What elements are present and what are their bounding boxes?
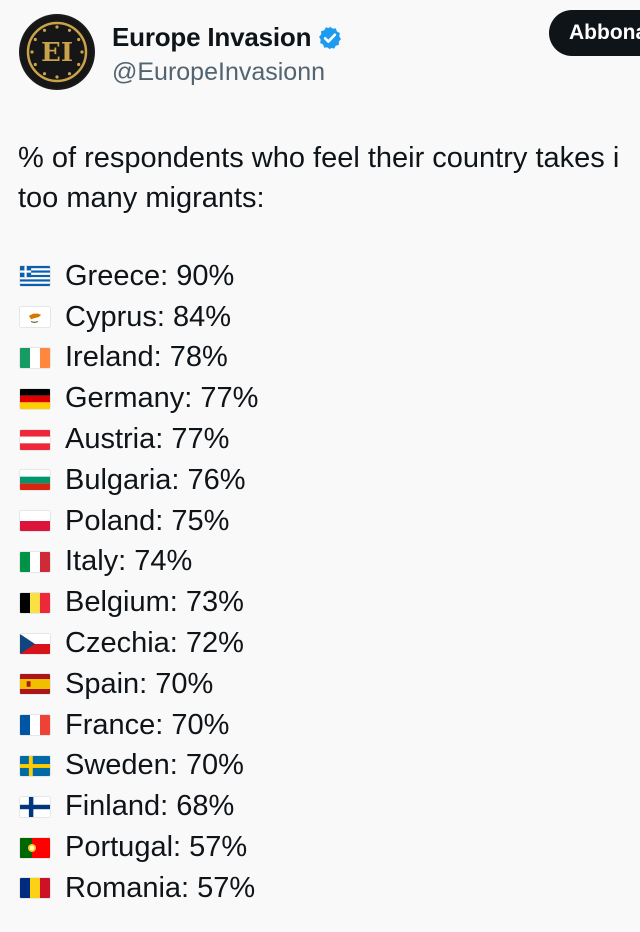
list-item: Spain: 70%: [20, 664, 258, 705]
post-header: EI Europe Invasion @EuropeInvasionn: [16, 12, 640, 96]
author-name-row: Europe Invasion: [112, 22, 343, 53]
list-item: Germany: 77%: [20, 378, 258, 419]
avatar[interactable]: EI: [19, 14, 95, 90]
list-item: Greece: 90%: [20, 256, 258, 297]
sweden-flag-icon: [20, 755, 50, 776]
belgium-flag-icon: [20, 592, 50, 613]
post-text: % of respondents who feel their country …: [18, 138, 640, 218]
spain-flag-icon: [20, 674, 50, 695]
list-item-label: Spain: 70%: [65, 667, 214, 700]
list-item-label: Greece: 90%: [65, 259, 235, 292]
list-item: Czechia: 72%: [20, 623, 258, 664]
list-item-label: Italy: 74%: [65, 545, 193, 578]
list-item: Romania: 57%: [20, 868, 258, 909]
cyprus-flag-icon: [20, 307, 50, 328]
list-item: Cyprus: 84%: [20, 297, 258, 338]
post-text-line-1: % of respondents who feel their country …: [18, 142, 620, 174]
romania-flag-icon: [20, 878, 50, 899]
list-item: Poland: 75%: [20, 501, 258, 542]
czechia-flag-icon: [20, 633, 50, 654]
author-handle[interactable]: @EuropeInvasionn: [112, 58, 326, 86]
list-item-label: Finland: 68%: [65, 790, 235, 823]
list-item-label: Poland: 75%: [65, 504, 230, 537]
list-item: Ireland: 78%: [20, 338, 258, 379]
list-item-label: Romania: 57%: [65, 871, 256, 904]
author-display-name[interactable]: Europe Invasion: [112, 22, 312, 52]
list-item-label: Germany: 77%: [65, 382, 259, 415]
germany-flag-icon: [20, 388, 50, 409]
list-item-label: Portugal: 57%: [65, 831, 248, 864]
list-item-label: Cyprus: 84%: [65, 300, 232, 333]
list-item-label: Sweden: 70%: [65, 749, 244, 782]
verified-badge-icon: [319, 26, 342, 49]
finland-flag-icon: [20, 796, 50, 817]
list-item: Belgium: 73%: [20, 582, 258, 623]
list-item: Portugal: 57%: [20, 827, 258, 868]
country-list: Greece: 90% Cyprus: 84% Ireland: 78% Ger…: [20, 256, 258, 909]
list-item-label: Belgium: 73%: [65, 586, 244, 619]
svg-text:EI: EI: [41, 38, 73, 68]
france-flag-icon: [20, 715, 50, 736]
list-item: Finland: 68%: [20, 786, 258, 827]
list-item: Italy: 74%: [20, 542, 258, 583]
list-item: France: 70%: [20, 705, 258, 746]
avatar-logo-icon: EI: [21, 16, 93, 88]
austria-flag-icon: [20, 429, 50, 450]
list-item-label: France: 70%: [65, 708, 230, 741]
list-item-label: Ireland: 78%: [65, 341, 228, 374]
bulgaria-flag-icon: [20, 470, 50, 491]
list-item: Bulgaria: 76%: [20, 460, 258, 501]
list-item: Austria: 77%: [20, 419, 258, 460]
list-item-label: Czechia: 72%: [65, 627, 244, 660]
portugal-flag-icon: [20, 837, 50, 858]
poland-flag-icon: [20, 511, 50, 532]
italy-flag-icon: [20, 551, 50, 572]
greece-flag-icon: [20, 266, 50, 287]
follow-button[interactable]: Abbona: [549, 10, 640, 56]
ireland-flag-icon: [20, 347, 50, 368]
list-item: Sweden: 70%: [20, 746, 258, 787]
list-item-label: Austria: 77%: [65, 423, 230, 456]
post-text-line-2: too many migrants:: [18, 182, 265, 214]
list-item-label: Bulgaria: 76%: [65, 463, 246, 496]
